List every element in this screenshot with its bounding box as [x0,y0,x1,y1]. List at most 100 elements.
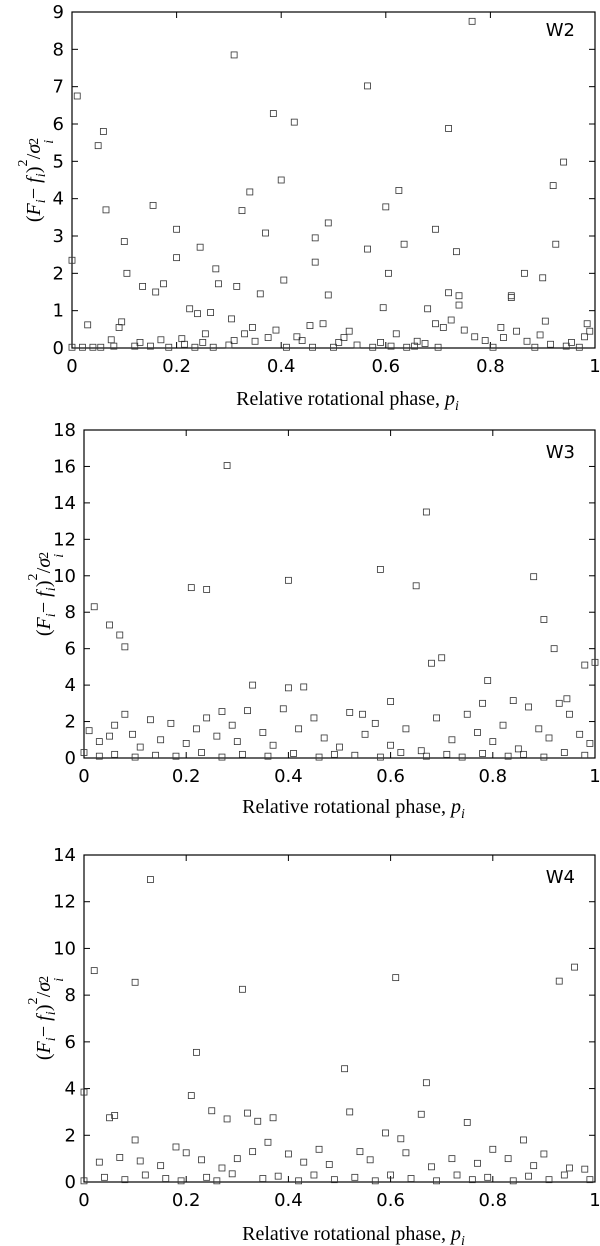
data-point [422,508,430,516]
data-point [583,320,591,328]
data-point [249,1148,257,1156]
data-point [376,566,384,573]
y-tick-label: 2 [65,1125,76,1146]
data-point [131,978,139,986]
data-point [198,1156,205,1164]
data-point [400,240,408,248]
data-point [89,343,97,351]
data-point [116,631,124,639]
data-point [421,340,429,347]
data-point [79,343,86,351]
data-points [80,876,594,1185]
data-point [182,1149,190,1157]
data-point [387,698,395,705]
data-point [448,736,456,744]
x-axis-subscript: i [461,1234,465,1246]
data-point [118,318,126,326]
data-point [581,751,589,759]
data-point [191,343,199,351]
data-point [359,710,366,718]
x-axis-title: Relative rotational phase, pi [236,388,459,414]
data-point [540,616,548,623]
data-point [239,985,246,993]
plot-frame [83,429,596,759]
y-axis-title-part: i [44,587,59,591]
data-point [514,745,522,753]
x-axis-symbol: p [449,796,461,818]
data-point [157,1162,165,1170]
data-point [284,1150,292,1158]
y-axis-title: (Fi − fi )2 /σi2 [16,138,57,222]
data-point [382,203,390,211]
chart-panel-w2: 0 0.2 0.4 0.6 0.8 1 0 1 2 3 4 5 6 7 8 9 W2 Relative rotat… [16,2,600,414]
data-point [520,269,528,277]
data-point [568,338,575,346]
y-tick-label: 12 [53,529,76,550]
data-point [530,1162,538,1170]
data-point [300,683,308,691]
data-point [284,684,292,692]
data-point [479,699,486,707]
data-point [315,753,323,761]
x-tick-label: 0.6 [376,1190,405,1211]
data-point [507,294,515,302]
data-point [324,291,332,299]
data-point [402,725,410,733]
data-point [499,721,507,729]
data-point [165,343,173,351]
data-point [172,752,180,760]
data-point [453,1171,461,1179]
data-point [280,276,288,284]
data-point [209,343,217,351]
data-point [310,1171,318,1179]
data-point [203,1173,211,1181]
data-point [73,92,81,100]
data-point [306,322,314,330]
y-axis-title-part: i [52,978,67,982]
data-point [371,1177,379,1185]
data-point [438,654,446,662]
data-point [581,1165,589,1173]
y-axis-title-part: i [42,140,57,144]
data-point [300,1158,308,1166]
data-point [402,1149,410,1157]
data-point [455,292,463,300]
data-point [500,334,507,341]
data-point [471,333,479,341]
data-point [560,158,568,166]
data-point [269,1114,277,1122]
data-point [443,750,451,758]
data-point [193,1048,200,1056]
data-point [353,341,361,349]
data-point [447,316,455,324]
data-point [540,1150,548,1158]
x-tick-label: 0.4 [267,356,296,377]
y-axis-title-part: ) [23,166,45,173]
x-tick-label: 0.2 [172,1190,201,1211]
data-point [507,292,515,300]
data-point [167,719,175,727]
data-point [310,714,318,722]
data-point [336,743,343,751]
data-point [330,343,337,351]
data-point [298,337,306,344]
data-point [403,343,411,351]
y-tick-label: 0 [53,338,64,359]
data-point [129,730,136,738]
data-point [382,1129,389,1137]
y-axis-title-part: − [23,183,45,199]
data-point [259,1175,267,1182]
data-point [563,695,571,703]
data-point [111,1112,119,1119]
data-point [591,658,599,666]
data-point [215,280,222,288]
x-tick-label: 1 [589,766,600,787]
y-tick-label: 6 [65,1032,76,1053]
data-point [346,1108,354,1116]
data-point [377,338,384,346]
data-point [509,697,517,704]
y-tick-label: 18 [53,420,76,441]
data-point [369,343,377,351]
y-axis-title-part: ) [33,580,55,587]
data-point [581,661,589,669]
